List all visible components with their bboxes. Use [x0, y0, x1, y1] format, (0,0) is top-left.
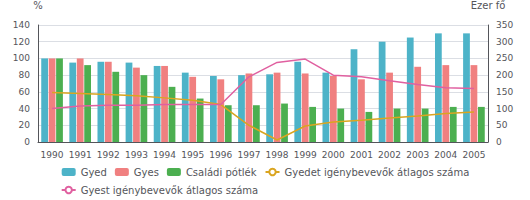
svg-text:350: 350 — [496, 20, 513, 30]
svg-text:2000: 2000 — [322, 150, 345, 160]
svg-text:2005: 2005 — [462, 150, 485, 160]
svg-text:300: 300 — [496, 37, 513, 47]
svg-text:40: 40 — [19, 104, 31, 114]
svg-text:100: 100 — [13, 53, 30, 63]
svg-text:2001: 2001 — [350, 150, 373, 160]
svg-text:150: 150 — [496, 87, 513, 97]
svg-text:0: 0 — [496, 137, 502, 147]
svg-text:Gyed: Gyed — [81, 167, 107, 178]
svg-text:1991: 1991 — [69, 150, 92, 160]
svg-text:1992: 1992 — [97, 150, 120, 160]
svg-text:20: 20 — [19, 120, 31, 130]
svg-text:1997: 1997 — [237, 150, 260, 160]
svg-text:1990: 1990 — [41, 150, 64, 160]
svg-text:%: % — [33, 0, 43, 11]
svg-text:80: 80 — [19, 70, 31, 80]
svg-text:250: 250 — [496, 53, 513, 63]
svg-text:Gyes: Gyes — [134, 167, 159, 178]
svg-text:0: 0 — [24, 137, 30, 147]
svg-text:1995: 1995 — [181, 150, 204, 160]
svg-text:140: 140 — [13, 20, 30, 30]
svg-text:50: 50 — [496, 120, 508, 130]
svg-text:2002: 2002 — [378, 150, 401, 160]
svg-text:1998: 1998 — [266, 150, 289, 160]
svg-text:Gyedet igénybevevők átlagos sz: Gyedet igénybevevők átlagos száma — [285, 167, 470, 178]
svg-text:Családi pótlék: Családi pótlék — [186, 167, 257, 178]
svg-text:2004: 2004 — [434, 150, 457, 160]
svg-text:Ezer fő: Ezer fő — [471, 0, 506, 11]
svg-text:1994: 1994 — [153, 150, 176, 160]
svg-text:1996: 1996 — [209, 150, 232, 160]
svg-text:2003: 2003 — [406, 150, 429, 160]
svg-text:120: 120 — [13, 37, 30, 47]
svg-text:Gyest igénybevevők átlagos szá: Gyest igénybevevők átlagos száma — [81, 185, 259, 196]
svg-text:100: 100 — [496, 104, 513, 114]
svg-text:1993: 1993 — [125, 150, 148, 160]
svg-text:1999: 1999 — [294, 150, 317, 160]
svg-text:60: 60 — [19, 87, 31, 97]
svg-text:200: 200 — [496, 70, 513, 80]
